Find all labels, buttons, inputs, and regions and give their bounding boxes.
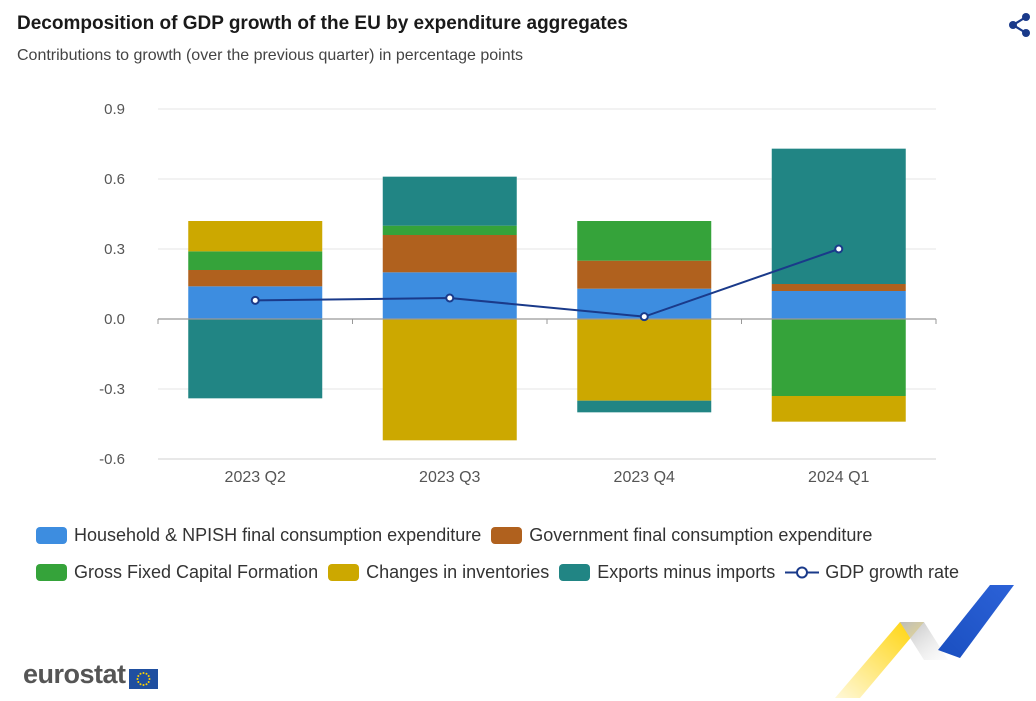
legend-label-gfcf: Gross Fixed Capital Formation <box>74 562 319 582</box>
eu-flag-icon <box>128 665 158 689</box>
gdp-growth-line <box>255 248 840 318</box>
bar-gfcf-2023-q2[interactable] <box>188 251 323 270</box>
legend-swatch-gfcf <box>36 564 67 581</box>
chart-title: Decomposition of GDP growth of the EU by… <box>17 13 628 34</box>
legend-item-government[interactable]: Government final consumption expenditure <box>491 525 872 546</box>
legend-swatch-exports <box>559 564 591 581</box>
bar-exports-2024-q1[interactable] <box>771 148 906 284</box>
gdp-growth-point[interactable] <box>639 312 649 322</box>
legend-label-exports: Exports minus imports <box>597 562 776 582</box>
legend-item-inventories[interactable]: Changes in inventories <box>328 562 549 583</box>
legend-item-gfcf[interactable]: Gross Fixed Capital Formation <box>36 562 318 583</box>
bar-gfcf-2023-q3[interactable] <box>382 225 517 235</box>
eurostat-logo: eurostat <box>23 659 158 690</box>
legend-swatch-household <box>36 527 67 544</box>
decorative-swoosh-graphic <box>835 585 1014 698</box>
bar-government-2023-q4[interactable] <box>577 260 712 289</box>
legend-label-government: Government final consumption expenditure <box>529 525 873 545</box>
bar-government-2023-q3[interactable] <box>382 235 517 273</box>
y-tick-label: 0.6 <box>104 171 125 188</box>
legend-swatch-inventories <box>328 564 360 581</box>
chart-legend: Household & NPISH final consumption expe… <box>36 517 1026 591</box>
bar-inventories-2023-q2[interactable] <box>188 221 323 252</box>
legend-label-inventories: Changes in inventories <box>366 562 550 582</box>
y-tick-label: -0.3 <box>99 381 125 398</box>
bar-household-2024-q1[interactable] <box>771 291 906 319</box>
brand-name: eurostat <box>23 659 126 689</box>
chart-area: 0.9 0.6 0.3 0.0 -0.3 -0.6 2023 Q2 2023 Q3 2023 Q… <box>99 101 937 486</box>
bar-gfcf-2024-q1[interactable] <box>771 319 906 396</box>
bar-inventories-2023-q4[interactable] <box>577 319 712 401</box>
gdp-growth-point[interactable] <box>250 295 260 305</box>
y-tick-label: 0.0 <box>104 311 125 328</box>
gdp-growth-point[interactable] <box>445 293 455 303</box>
bar-exports-2023-q4[interactable] <box>577 400 712 413</box>
legend-swatch-gdp-growth-icon <box>785 564 820 581</box>
bar-gfcf-2023-q4[interactable] <box>577 221 712 261</box>
legend-item-exports[interactable]: Exports minus imports <box>559 562 775 583</box>
legend-row-2: Gross Fixed Capital Formation Changes in… <box>36 554 1026 591</box>
y-tick-label: -0.6 <box>99 451 125 468</box>
x-tick-label: 2023 Q3 <box>419 469 480 486</box>
legend-swatch-government <box>491 527 523 544</box>
bar-government-2024-q1[interactable] <box>771 284 906 291</box>
bar-exports-2023-q2[interactable] <box>188 319 323 399</box>
share-icon[interactable] <box>1008 12 1032 38</box>
legend-label-household: Household & NPISH final consumption expe… <box>74 525 482 545</box>
legend-label-gdp-growth: GDP growth rate <box>825 562 960 582</box>
bar-government-2023-q2[interactable] <box>188 270 323 287</box>
chart-subtitle: Contributions to growth (over the previo… <box>17 47 524 64</box>
legend-row-1: Household & NPISH final consumption expe… <box>36 517 1026 554</box>
gdp-growth-point[interactable] <box>834 244 844 254</box>
y-tick-label: 0.3 <box>104 241 125 258</box>
x-tick-label: 2023 Q2 <box>225 469 286 486</box>
bar-inventories-2024-q1[interactable] <box>771 396 906 422</box>
legend-item-household[interactable]: Household & NPISH final consumption expe… <box>36 525 481 546</box>
bar-inventories-2023-q3[interactable] <box>382 319 517 441</box>
x-tick-label: 2023 Q4 <box>614 469 675 486</box>
x-tick-label: 2024 Q1 <box>808 469 869 486</box>
bar-exports-2023-q3[interactable] <box>382 176 517 226</box>
y-tick-label: 0.9 <box>104 101 125 118</box>
legend-item-gdp-growth[interactable]: GDP growth rate <box>785 562 959 583</box>
